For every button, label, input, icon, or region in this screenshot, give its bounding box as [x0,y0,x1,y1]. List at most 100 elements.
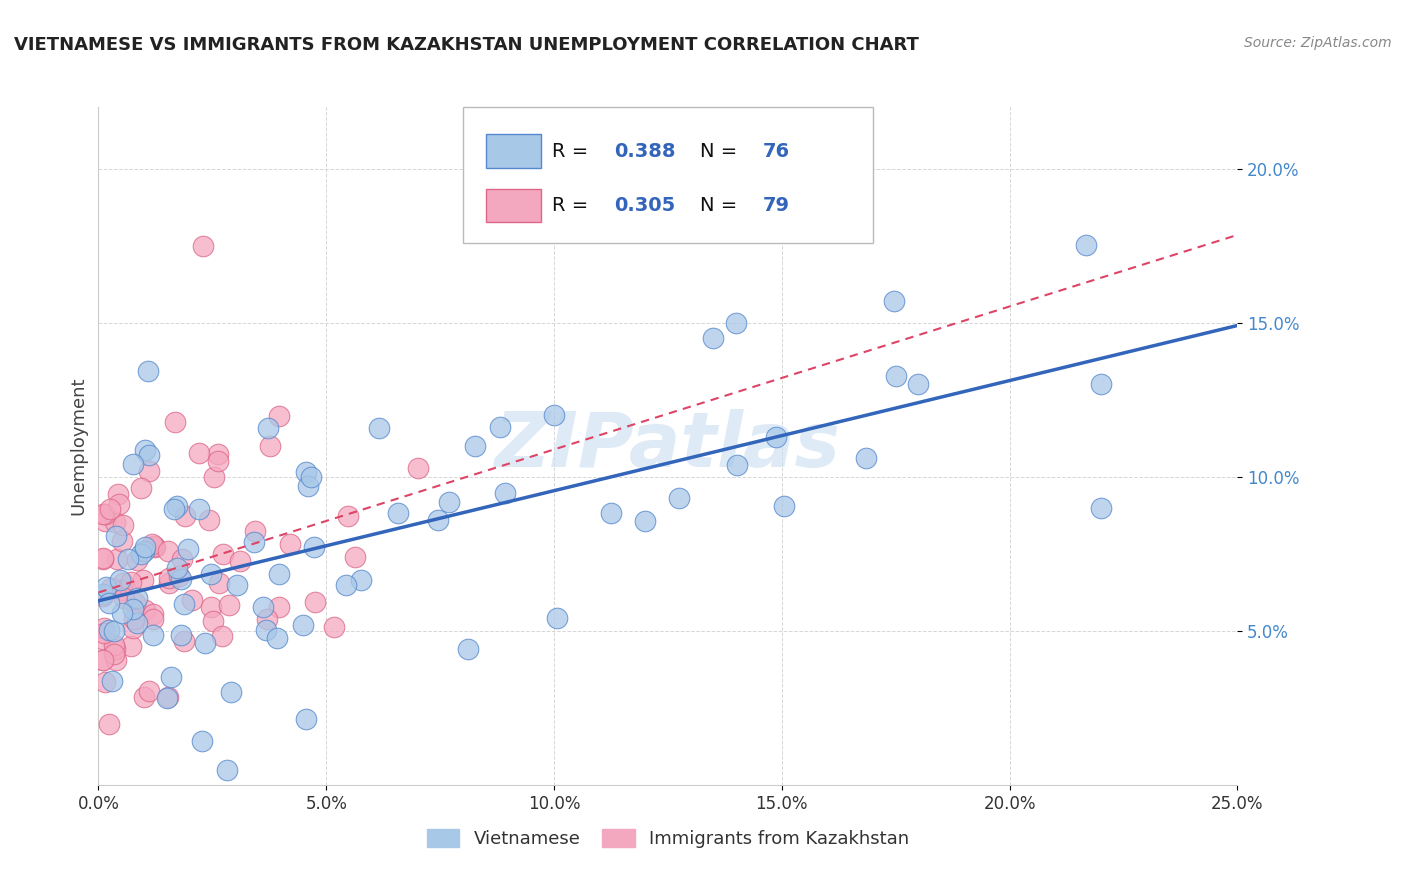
Point [125,591,148,606]
Point [243,524,266,538]
Point [1090,377,1112,392]
Point [124,612,146,626]
Point [291,618,314,632]
FancyBboxPatch shape [485,135,541,168]
Point [91,552,114,566]
Point [91,508,114,522]
Point [121,601,143,615]
Text: 79: 79 [762,196,789,215]
Point [267,566,290,581]
Point [117,551,139,566]
Point [96,580,118,594]
Point [104,653,127,667]
Point [127,553,149,567]
Point [134,690,156,704]
Point [211,547,233,561]
Point [91,587,114,601]
Point [94,508,117,522]
Point [157,576,180,591]
Point [111,606,134,620]
Point [267,409,290,423]
Point [98,502,121,516]
Point [98,717,121,731]
Point [302,540,325,554]
Point [111,534,134,549]
Point [91,632,114,646]
Point [343,550,366,565]
Point [120,639,142,653]
Point [217,763,239,777]
Point [166,561,188,575]
Point [159,670,181,684]
Point [103,624,125,639]
Point [101,673,124,688]
Point [229,554,252,568]
Point [207,453,229,467]
Point [138,448,160,462]
Point [489,420,512,434]
Point [427,512,450,526]
Point [141,537,163,551]
Point [97,596,120,610]
Text: VIETNAMESE VS IMMIGRANTS FROM KAZAKHSTAN UNEMPLOYMENT CORRELATION CHART: VIETNAMESE VS IMMIGRANTS FROM KAZAKHSTAN… [14,36,920,54]
Point [546,610,568,624]
Point [107,487,129,501]
Point [181,593,204,607]
Point [194,636,217,650]
Point [142,540,165,554]
Point [138,464,160,478]
Point [173,597,195,611]
Point [124,596,146,610]
Point [202,615,225,629]
Point [259,439,281,453]
FancyBboxPatch shape [463,107,873,243]
Point [197,512,219,526]
Point [295,712,318,726]
Point [131,482,153,496]
Point [457,642,479,657]
Point [104,516,127,530]
Point [256,612,278,626]
Point [91,550,114,565]
Text: 0.305: 0.305 [614,196,675,215]
Text: 76: 76 [762,142,790,161]
Point [112,517,135,532]
Point [323,620,346,634]
Point [94,514,117,528]
Text: R =: R = [551,196,595,215]
Point [170,551,193,566]
Point [702,331,724,345]
Point [634,515,657,529]
Text: N =: N = [700,196,744,215]
Point [211,629,233,643]
Point [886,368,908,383]
Point [543,408,565,422]
Point [243,534,266,549]
Point [387,506,409,520]
Y-axis label: Unemployment: Unemployment [69,376,87,516]
Point [177,541,200,556]
Point [125,616,148,631]
Point [136,364,159,378]
Point [668,491,690,506]
Point [218,598,240,612]
Point [93,626,115,640]
Point [437,495,460,509]
Point [494,486,516,500]
Point [301,469,323,483]
Point [219,685,242,699]
Point [725,458,748,472]
Point [156,691,179,706]
Point [170,572,193,586]
Point [297,479,319,493]
Point [142,612,165,626]
Point [111,583,134,598]
Point [187,501,209,516]
Point [269,600,291,615]
Point [134,603,156,617]
Point [350,573,373,587]
Point [94,675,117,690]
Point [907,377,929,392]
Point [122,457,145,471]
Point [254,624,277,638]
